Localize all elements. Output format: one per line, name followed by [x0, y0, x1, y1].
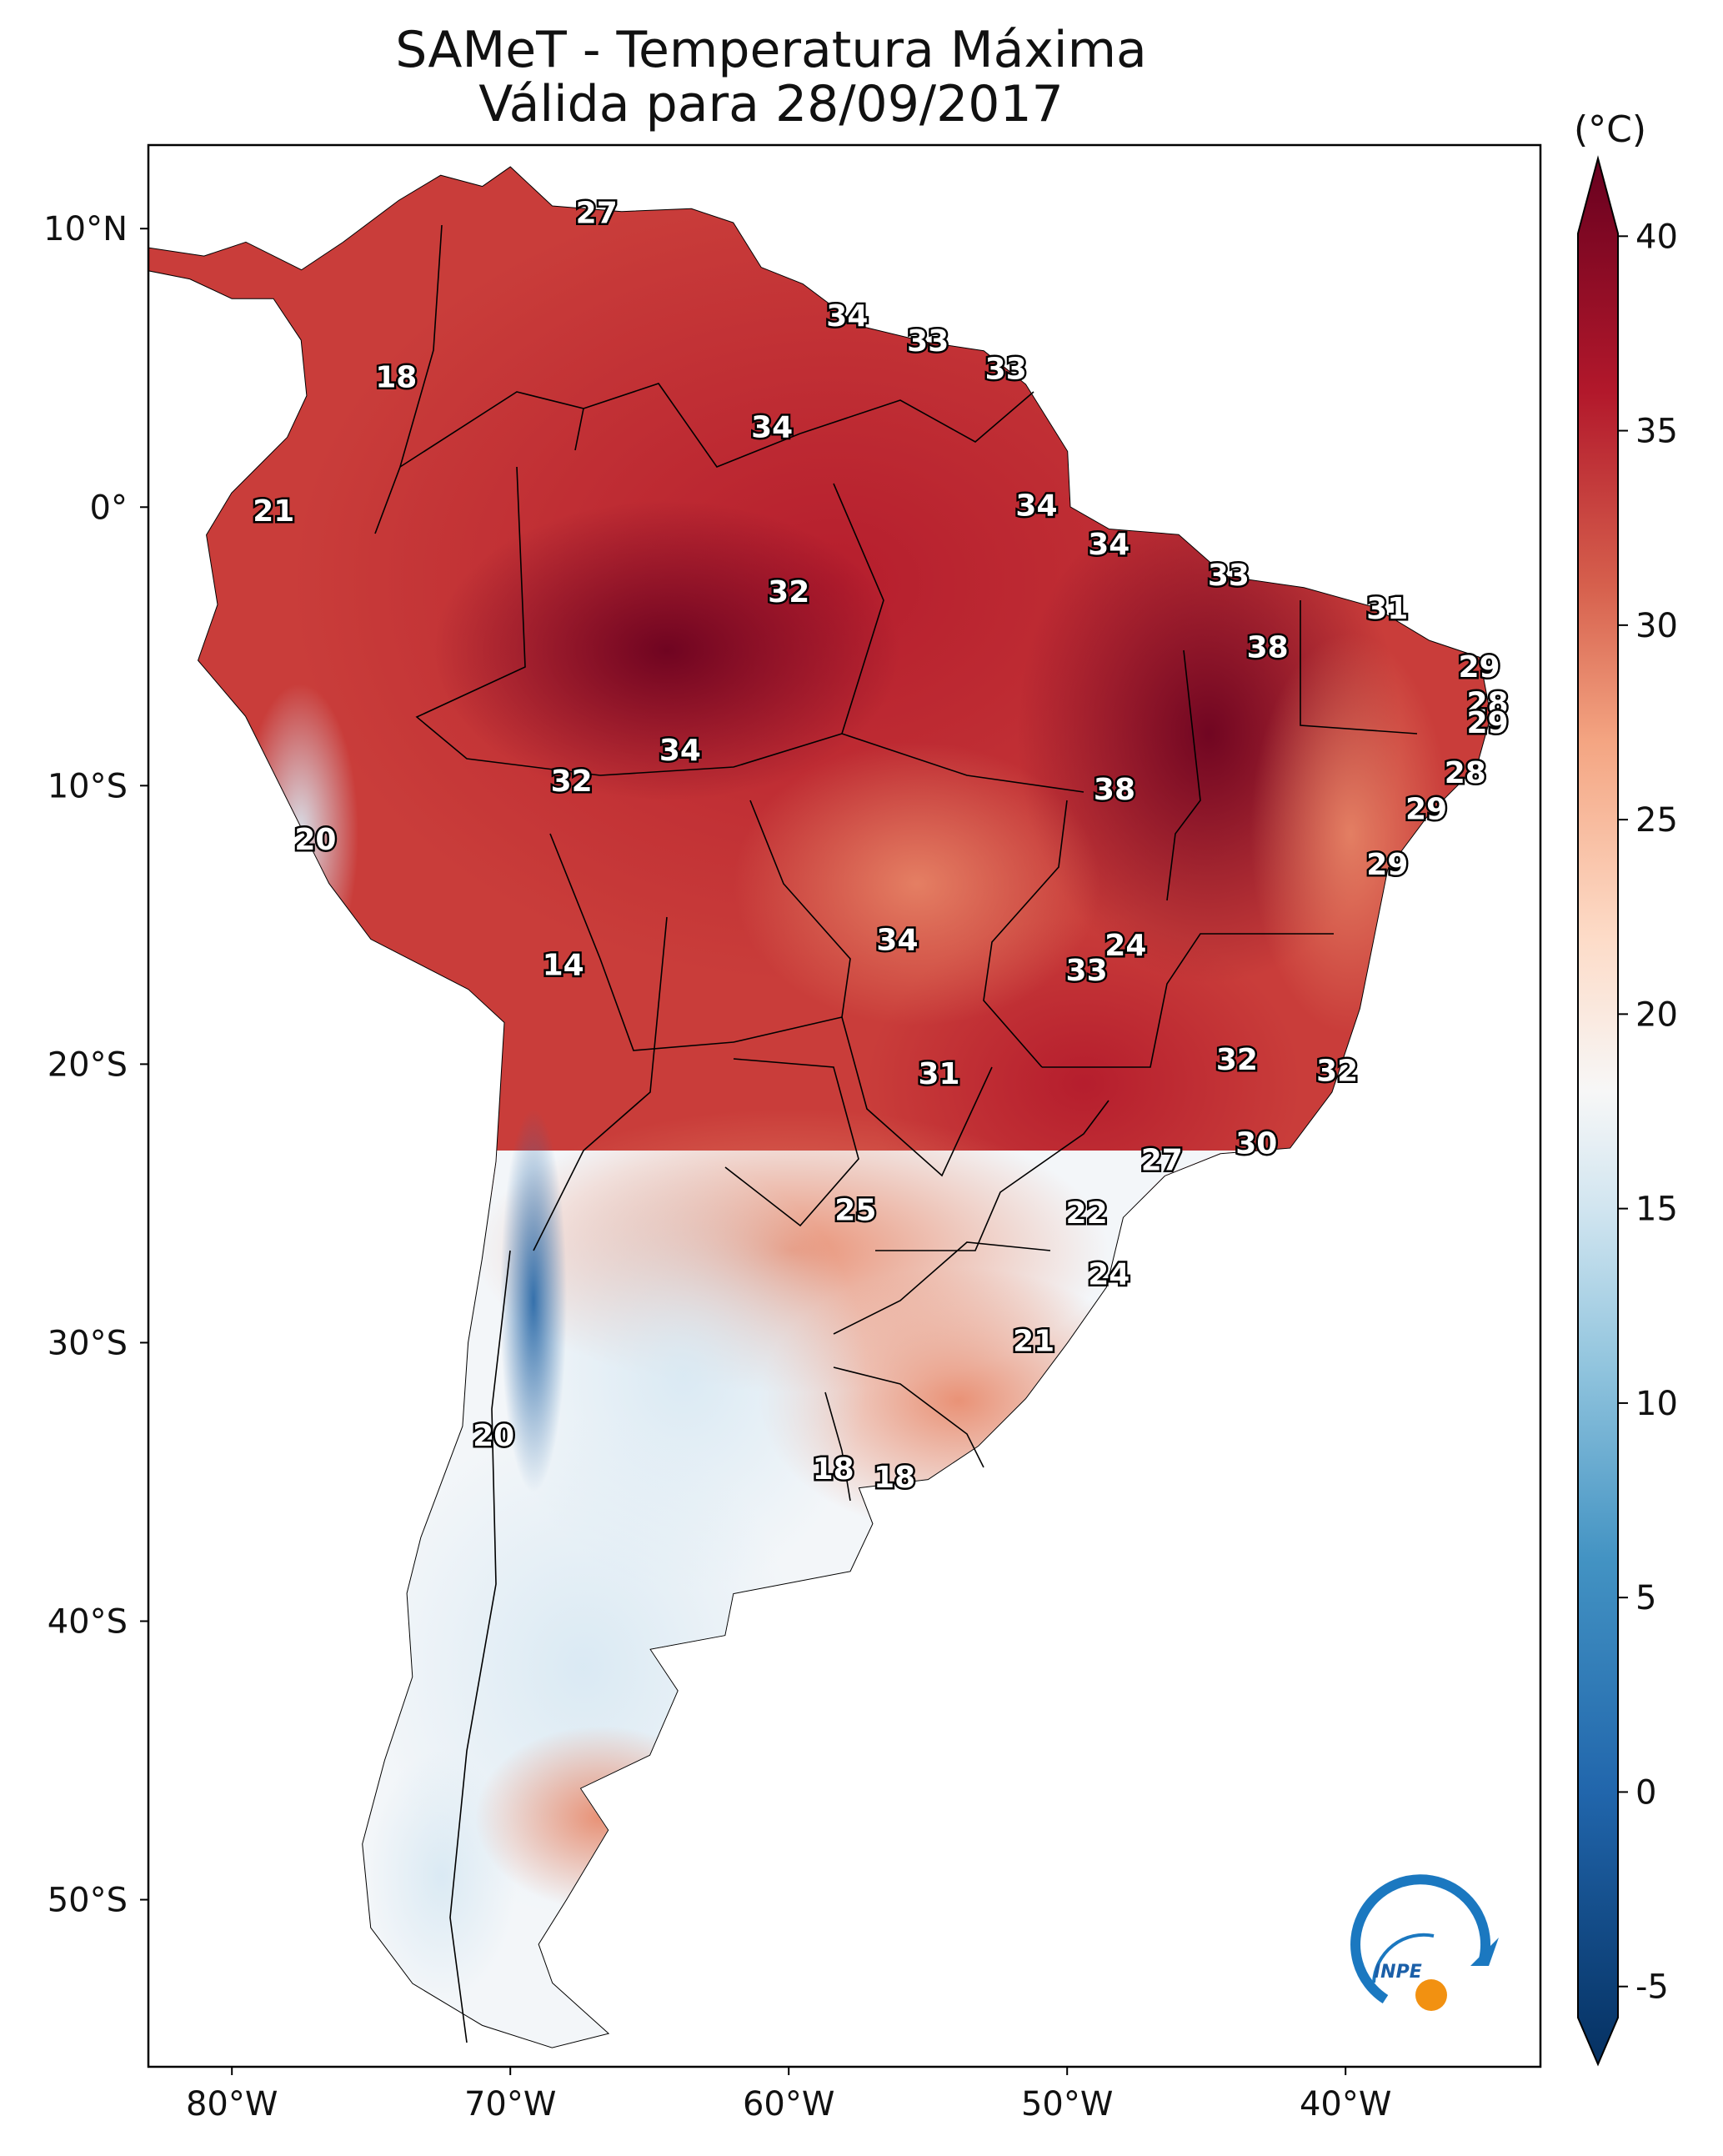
- station-temperature-label: 32: [1216, 1043, 1258, 1077]
- lat-tick-label: 30°S: [48, 1324, 128, 1362]
- logo-sun-icon: [1415, 1979, 1447, 2011]
- lat-tick-label: 50°S: [48, 1882, 128, 1920]
- station-temperature-label: 34: [826, 299, 868, 333]
- station-temperature-label: 31: [1366, 592, 1408, 626]
- lat-tick-label: 0°: [90, 489, 128, 527]
- colorbar-tick-label: -5: [1635, 1968, 1669, 2007]
- station-temperature-label: 18: [375, 361, 417, 395]
- map-subtitle: Válida para 28/09/2017: [478, 75, 1064, 133]
- station-temperature-label: 34: [1015, 489, 1057, 523]
- station-temperature-label: 34: [1088, 528, 1129, 562]
- station-temperature-label: 29: [1405, 792, 1447, 826]
- colorbar-tick-label: 25: [1635, 801, 1678, 840]
- lon-tick-label: 60°W: [743, 2085, 834, 2123]
- colorbar-tick-label: 15: [1635, 1191, 1678, 1229]
- map-title: SAMeT - Temperatura Máxima: [395, 21, 1147, 79]
- lat-tick-label: 10°S: [48, 767, 128, 805]
- lon-tick-label: 40°W: [1300, 2085, 1391, 2123]
- station-temperature-label: 33: [985, 353, 1027, 387]
- station-temperature-label: 33: [1066, 954, 1108, 988]
- station-temperature-label: 32: [551, 765, 593, 799]
- station-temperature-label: 18: [813, 1452, 854, 1487]
- station-temperature-label: 24: [1104, 929, 1146, 963]
- station-temperature-label: 28: [1466, 686, 1508, 720]
- lon-tick-label: 70°W: [464, 2085, 556, 2123]
- station-temperature-label: 28: [1445, 756, 1486, 790]
- colorbar-tick-label: 20: [1635, 995, 1678, 1034]
- logo-text: INPE: [1374, 1962, 1422, 1983]
- colorbar-unit: (°C): [1574, 108, 1646, 151]
- station-temperature-label: 18: [874, 1461, 915, 1495]
- colorbar: (°C) 40 35 30 25 20 15 10 5 0 -5: [1574, 108, 1678, 2067]
- colorbar-tick-label: 40: [1635, 218, 1678, 256]
- station-temperature-label: 14: [543, 948, 584, 982]
- latitude-axis: 10°N 0° 10°S 20°S 30°S 40°S 50°S: [43, 210, 148, 1920]
- lat-tick-label: 10°N: [43, 210, 128, 248]
- colorbar-body: [1577, 155, 1619, 2067]
- station-temperature-label: 20: [473, 1419, 514, 1453]
- station-temperature-label: 34: [751, 411, 793, 445]
- inpe-logo: INPE: [1350, 1874, 1499, 2011]
- station-temperature-label: 33: [1208, 559, 1250, 593]
- lon-tick-label: 50°W: [1021, 2085, 1113, 2123]
- lon-tick-label: 80°W: [186, 2085, 278, 2123]
- station-temperature-label: 38: [1094, 773, 1135, 807]
- station-temperature-label: 27: [1141, 1143, 1183, 1177]
- station-temperature-label: 34: [659, 734, 701, 768]
- logo-swoosh: [1350, 1874, 1490, 2004]
- colorbar-tick-label: 30: [1635, 607, 1678, 645]
- station-temperature-label: 31: [919, 1057, 960, 1091]
- logo-inner-arc: [1372, 1933, 1435, 1983]
- station-temperature-label: 25: [834, 1193, 876, 1227]
- station-temperature-label: 29: [1366, 848, 1408, 882]
- station-temperature-label: 32: [1316, 1054, 1358, 1088]
- map-frame: [147, 143, 1542, 2068]
- station-temperature-label: 20: [294, 823, 336, 857]
- station-temperature-label: 38: [1247, 631, 1289, 665]
- colorbar-tick-label: 35: [1635, 413, 1678, 451]
- station-temperature-label: 21: [253, 494, 294, 529]
- colorbar-tick-label: 10: [1635, 1385, 1678, 1423]
- station-temperature-label: 24: [1088, 1257, 1129, 1291]
- colorbar-tick-label: 0: [1635, 1773, 1656, 1812]
- station-temperature-label: 33: [907, 324, 949, 358]
- station-temperature-label: 29: [1466, 706, 1508, 740]
- country-borders: [374, 224, 1418, 2043]
- station-temperature-label: 22: [1066, 1196, 1108, 1231]
- station-temperature-label: 29: [1458, 650, 1500, 684]
- station-temperature-label: 30: [1235, 1126, 1277, 1161]
- longitude-axis: 80°W 70°W 60°W 50°W 40°W: [186, 2067, 1391, 2123]
- station-temperature-label: 21: [1013, 1324, 1054, 1358]
- station-temperature-label: 27: [576, 197, 618, 231]
- colorbar-tick-label: 5: [1635, 1579, 1656, 1617]
- logo-arrow-icon: [1470, 1938, 1499, 1966]
- colorbar-ticks: 40 35 30 25 20 15 10 5 0 -5: [1618, 218, 1678, 2007]
- station-temperature-label: 32: [768, 575, 809, 609]
- lat-tick-label: 20°S: [48, 1045, 128, 1084]
- station-temperature-label: 34: [876, 923, 918, 957]
- lat-tick-label: 40°S: [48, 1603, 128, 1642]
